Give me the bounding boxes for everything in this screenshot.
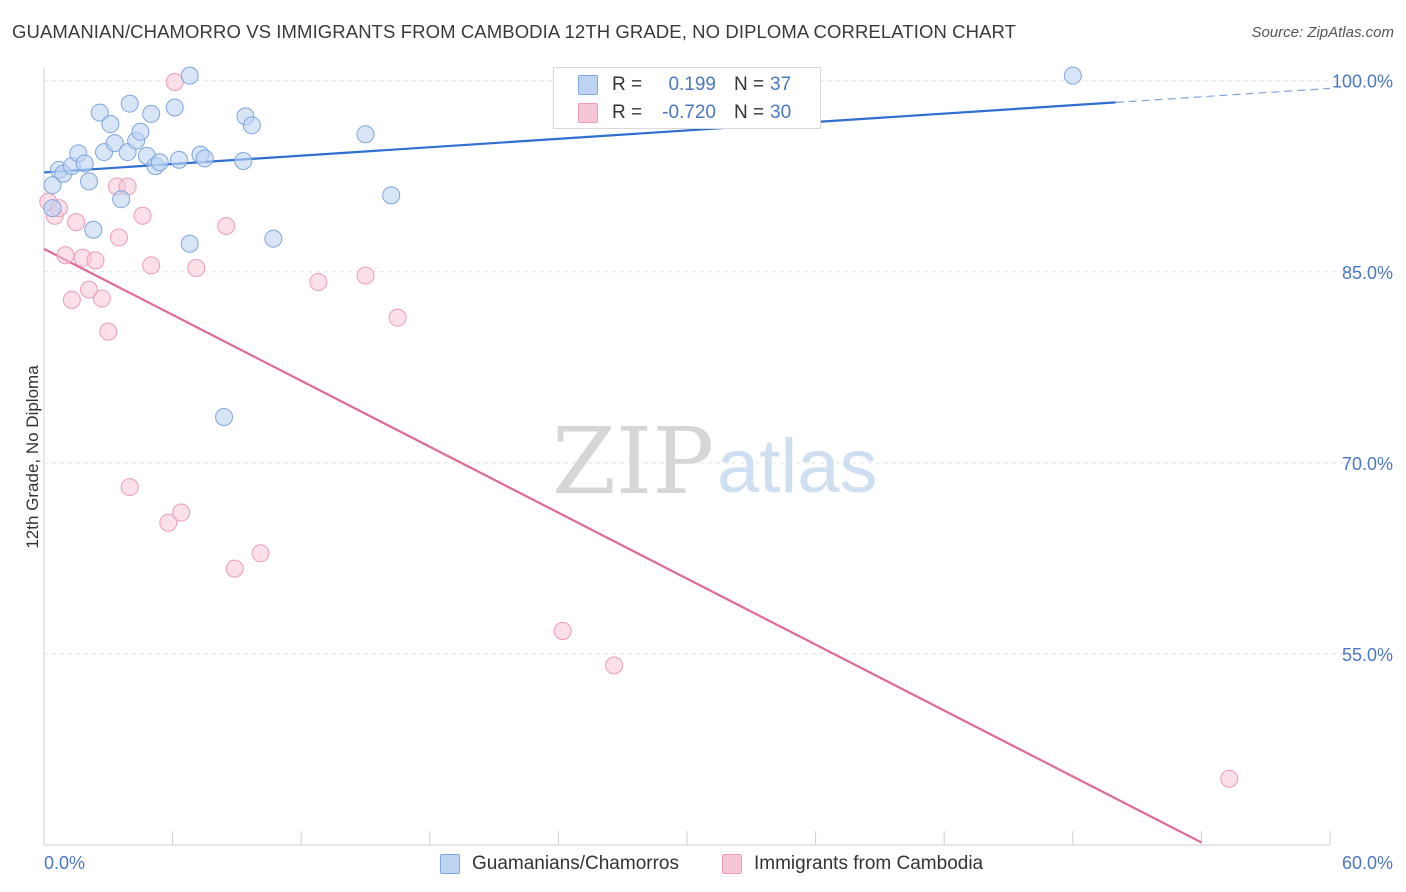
data-point-cambodia — [62, 290, 81, 309]
data-point-cambodia — [553, 622, 572, 641]
x-tick-label: 60.0% — [1342, 853, 1393, 873]
data-point-guamanian — [382, 186, 401, 205]
legend-row-guamanian: R = 0.199 N = 37 — [554, 71, 820, 99]
legend-n-value: 30 — [770, 102, 792, 123]
data-point-cambodia — [217, 216, 236, 235]
data-point-guamanian — [75, 154, 94, 173]
data-point-guamanian — [43, 176, 62, 195]
data-point-guamanian — [180, 234, 199, 253]
data-point-guamanian — [142, 104, 161, 123]
watermark-zip: ZIP — [552, 408, 714, 515]
legend-row-cambodia: R = -0.720 N = 30 — [554, 99, 820, 127]
data-point-guamanian — [150, 153, 169, 172]
legend-n-label: N = — [734, 102, 765, 123]
correlation-legend: R = 0.199 N = 37 R = -0.720 N = 30 — [553, 67, 821, 129]
bottom-legend-swatch-pink — [722, 854, 742, 874]
bottom-legend-label: Immigrants from Cambodia — [754, 853, 984, 874]
data-point-cambodia — [86, 251, 105, 270]
y-axis-label: 12th Grade, No Diploma — [23, 365, 42, 549]
data-point-guamanian — [112, 190, 131, 209]
legend-swatch-blue — [578, 75, 598, 95]
data-point-guamanian — [180, 66, 199, 85]
data-point-guamanian — [165, 98, 184, 117]
data-point-guamanian — [80, 172, 99, 191]
bottom-legend-label: Guamanians/Chamorros — [472, 853, 679, 874]
scatter-points — [39, 66, 1239, 788]
data-point-cambodia — [225, 559, 244, 578]
legend-r-value: -0.720 — [662, 102, 716, 123]
data-point-guamanian — [170, 150, 189, 169]
data-point-guamanian — [84, 220, 103, 239]
bottom-legend-guamanian: Guamanians/Chamorros — [440, 851, 710, 877]
data-point-guamanian — [264, 229, 283, 248]
data-point-cambodia — [92, 289, 111, 308]
legend-r-label: R = — [612, 102, 643, 123]
data-point-guamanian — [105, 134, 124, 153]
data-point-cambodia — [356, 266, 375, 285]
legend-n-value: 37 — [770, 74, 792, 95]
data-point-cambodia — [110, 228, 129, 247]
data-point-cambodia — [172, 503, 191, 522]
data-point-cambodia — [388, 308, 407, 327]
data-point-cambodia — [80, 280, 99, 299]
y-tick-label: 100.0% — [1332, 72, 1393, 92]
bottom-legend-swatch-blue — [440, 854, 460, 874]
data-point-cambodia — [56, 246, 75, 265]
legend-r-value: 0.199 — [668, 74, 716, 95]
data-point-cambodia — [605, 656, 624, 675]
watermark: ZIP atlas — [552, 408, 878, 515]
axes — [43, 68, 1331, 846]
data-point-guamanian — [120, 94, 139, 113]
data-point-guamanian — [234, 151, 253, 170]
y-tick-label: 70.0% — [1342, 454, 1393, 474]
data-point-guamanian — [131, 122, 150, 141]
data-point-cambodia — [133, 206, 152, 225]
legend-swatch-pink — [578, 103, 598, 123]
data-point-guamanian — [215, 408, 234, 427]
data-point-guamanian — [195, 149, 214, 168]
data-point-cambodia — [99, 322, 118, 341]
trend-line-guamanian — [43, 101, 1116, 174]
data-point-guamanian — [1063, 66, 1082, 85]
data-point-guamanian — [90, 103, 109, 122]
y-tick-label: 85.0% — [1342, 263, 1393, 283]
data-point-guamanian — [101, 115, 120, 134]
bottom-legend-cambodia: Immigrants from Cambodia — [722, 851, 1022, 877]
trend-lines — [43, 87, 1331, 844]
watermark-atlas: atlas — [717, 424, 878, 509]
data-point-cambodia — [187, 258, 206, 277]
data-point-cambodia — [1220, 769, 1239, 788]
source-label: Source: ZipAtlas.com — [1251, 24, 1394, 41]
data-point-cambodia — [159, 513, 178, 532]
x-tick-label: 0.0% — [44, 853, 85, 873]
y-tick-label: 55.0% — [1342, 645, 1393, 665]
data-point-cambodia — [120, 478, 139, 497]
data-point-guamanian — [242, 116, 261, 135]
data-point-cambodia — [251, 544, 270, 563]
data-point-cambodia — [142, 256, 161, 275]
data-point-cambodia — [67, 213, 86, 232]
legend-n-label: N = — [734, 74, 765, 95]
data-point-cambodia — [165, 73, 184, 92]
data-point-cambodia — [309, 272, 328, 291]
data-point-guamanian — [43, 199, 62, 218]
legend-r-label: R = — [612, 74, 643, 95]
chart-title: GUAMANIAN/CHAMORRO VS IMMIGRANTS FROM CA… — [12, 21, 1017, 42]
trend-line-cambodia — [43, 247, 1202, 844]
data-point-guamanian — [356, 125, 375, 144]
axis-labels: 100.0% 85.0% 70.0% 55.0% 0.0% 60.0% 12th Grade… — [23, 72, 1393, 873]
trend-line-guamanian-extension — [1115, 87, 1331, 103]
